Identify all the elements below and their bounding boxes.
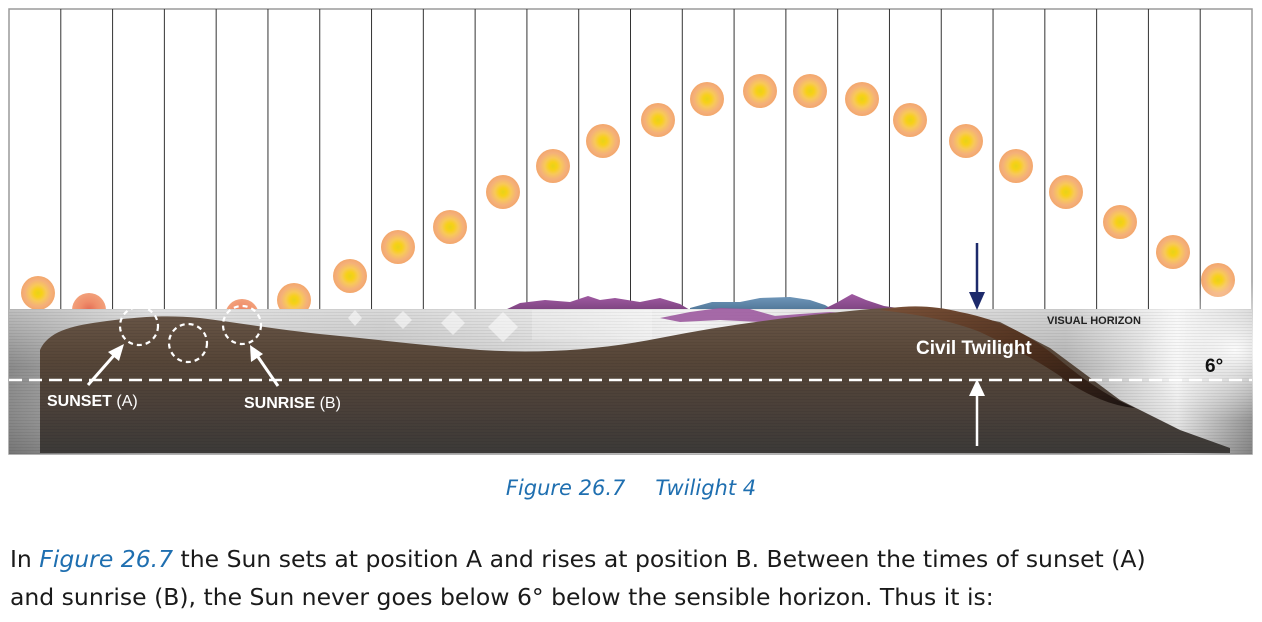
- sun-position: [893, 103, 927, 137]
- sun-position: [536, 149, 570, 183]
- distant-mountains-purple-right: [820, 294, 905, 311]
- sunset-label: SUNSET (A): [47, 393, 138, 410]
- band-sun-reflections: [348, 310, 652, 342]
- figure-number: Figure 26.7: [505, 476, 626, 500]
- midnight-position-circle: [167, 322, 209, 364]
- sun-position: [1156, 235, 1190, 269]
- sun-position: [381, 230, 415, 264]
- text-line-1: In Figure 26.7 the Sun sets at position …: [10, 545, 1146, 573]
- sunrise-position-circle: [221, 304, 263, 346]
- sun-position: [486, 175, 520, 209]
- figure-caption: Figure 26.7 Twilight 4: [0, 476, 1262, 500]
- distant-mountains-purple: [505, 296, 690, 310]
- figure-reference-link[interactable]: Figure 26.7: [39, 545, 174, 573]
- sun-position: [641, 103, 675, 137]
- sun-position: [845, 82, 879, 116]
- text-line-2: and sunrise (B), the Sun never goes belo…: [10, 583, 994, 611]
- visual-horizon-label: VISUAL HORIZON: [1047, 315, 1141, 327]
- question-text: In Figure 26.7 the Sun sets at position …: [10, 540, 1260, 616]
- distant-mountains-blue: [690, 297, 835, 311]
- sunrise-label: SUNRISE (B): [244, 395, 341, 412]
- sunset-arrow: [86, 344, 124, 386]
- civil-twilight-top-arrow: [969, 243, 985, 310]
- civil-twilight-label: Civil Twilight: [916, 338, 1032, 359]
- twilight-diagram: SUNSET (A) SUNRISE (B) VISUAL HORIZON Ci…: [8, 8, 1262, 455]
- six-degree-label: 6°: [1205, 356, 1223, 377]
- sun-position: [999, 149, 1033, 183]
- sun-position: [21, 276, 55, 310]
- time-gridlines: [60, 9, 1201, 309]
- sunrise-arrow: [250, 345, 280, 387]
- sun-position: [277, 283, 311, 317]
- sun-position: [1049, 175, 1083, 209]
- sun-position: [333, 259, 367, 293]
- sun-position: [949, 124, 983, 158]
- sun-position: [586, 124, 620, 158]
- figure-title: Twilight 4: [655, 476, 757, 500]
- sun-position: [1103, 205, 1137, 239]
- sun-position: [690, 82, 724, 116]
- sun-position: [433, 210, 467, 244]
- civil-twilight-bottom-arrow: [969, 379, 985, 446]
- sun-position: [743, 74, 777, 108]
- sun-position: [793, 74, 827, 108]
- sunset-position-circle: [118, 305, 160, 347]
